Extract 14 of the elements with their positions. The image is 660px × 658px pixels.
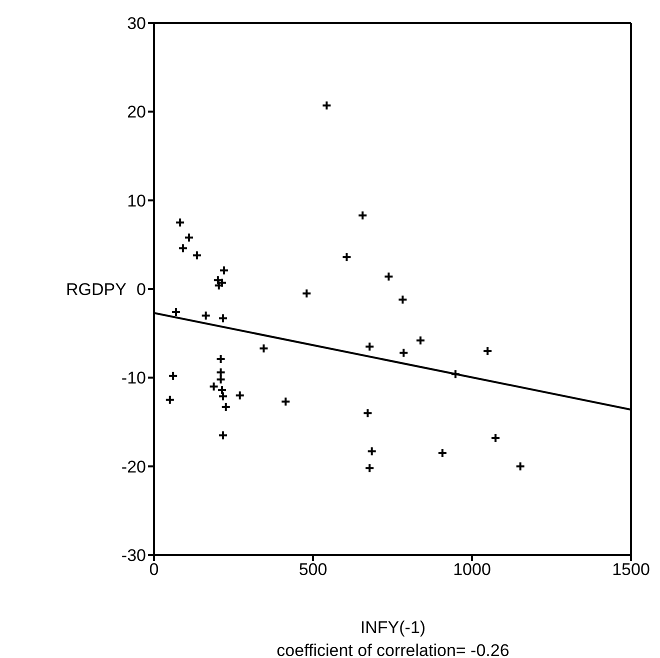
x-tick-label: 500	[298, 560, 328, 580]
text: coefficient of correlation= -0.26	[276, 640, 510, 658]
x-tick-label: 1500	[612, 560, 650, 580]
y-tick-label: 20	[127, 102, 146, 122]
y-tick-label: 10	[127, 191, 146, 210]
y-axis-title: RGDPY	[66, 280, 126, 300]
x-tick-label: 0	[149, 560, 159, 580]
y-tick-label: 30	[127, 14, 146, 34]
y-tick-label: -10	[121, 368, 146, 388]
x-axis-title: INFY(-1)	[359, 617, 427, 639]
y-tick-label: -20	[121, 457, 146, 476]
x-tick-label: 1000	[453, 560, 491, 580]
y-tick-label: 0	[136, 280, 146, 300]
y-tick-label: -30	[121, 546, 146, 566]
